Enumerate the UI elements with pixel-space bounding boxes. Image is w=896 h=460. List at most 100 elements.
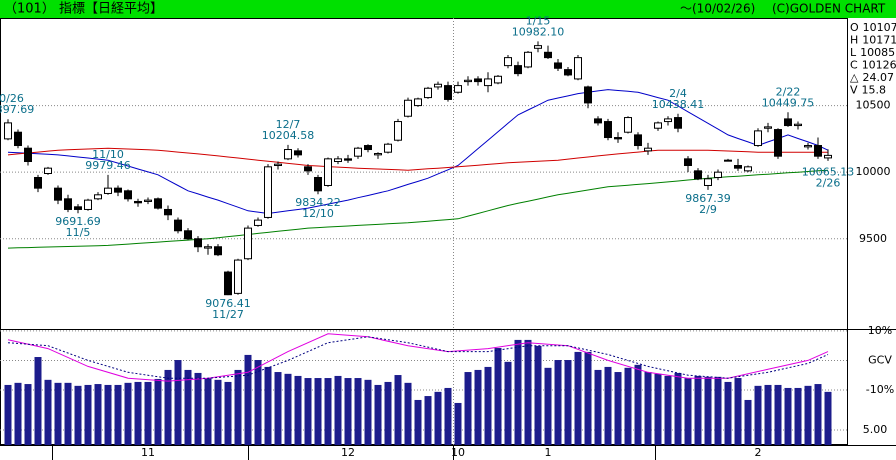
candle-body bbox=[704, 178, 712, 186]
candle-body bbox=[104, 187, 112, 194]
candle-body bbox=[134, 200, 142, 204]
header-bar bbox=[0, 0, 896, 18]
candle-body bbox=[784, 118, 792, 127]
bar bbox=[104, 384, 112, 445]
bar bbox=[444, 387, 452, 445]
candle-body bbox=[534, 45, 542, 49]
candle-body bbox=[694, 170, 702, 180]
bar bbox=[464, 372, 472, 445]
bar bbox=[674, 372, 682, 445]
bar bbox=[264, 366, 272, 445]
candle-body bbox=[554, 62, 562, 69]
bar bbox=[504, 361, 512, 445]
bar bbox=[214, 379, 222, 445]
bar bbox=[184, 369, 192, 445]
bar bbox=[454, 402, 462, 445]
annotation-price: 10982.10 bbox=[512, 25, 565, 38]
bar bbox=[654, 373, 662, 445]
bar bbox=[764, 384, 772, 445]
candle-body bbox=[824, 154, 832, 159]
bar bbox=[604, 366, 612, 445]
info-text: L 10085 bbox=[850, 46, 895, 59]
candle-body bbox=[244, 227, 252, 260]
candle-body bbox=[734, 165, 742, 169]
bar bbox=[124, 382, 132, 445]
candle-body bbox=[204, 246, 212, 249]
annotation-date: 1/15 bbox=[526, 14, 551, 27]
info-label: △ bbox=[850, 71, 859, 84]
header-title: （101） 指標【日経平均】 bbox=[4, 2, 163, 17]
candle-body bbox=[414, 98, 422, 107]
annotation-price: 9691.69 bbox=[55, 215, 101, 228]
bar bbox=[554, 360, 562, 445]
bar bbox=[324, 378, 332, 445]
bar bbox=[804, 385, 812, 445]
annotation-price: 9076.41 bbox=[205, 297, 251, 310]
candle-body bbox=[184, 230, 192, 240]
y2-tick-label: 5.00 bbox=[863, 423, 888, 436]
candle-body bbox=[454, 85, 462, 93]
bar bbox=[74, 385, 82, 445]
candle-body bbox=[384, 143, 392, 153]
candle-body bbox=[584, 86, 592, 104]
bar bbox=[384, 381, 392, 445]
candle-body bbox=[224, 271, 232, 296]
info-text: H 10171 bbox=[850, 34, 896, 47]
candle-body bbox=[714, 171, 722, 178]
candle-body bbox=[484, 78, 492, 87]
info-label: O bbox=[850, 21, 859, 34]
bar bbox=[274, 372, 282, 445]
info-text: V 15.8 bbox=[850, 84, 886, 97]
bar bbox=[174, 360, 182, 445]
candle-body bbox=[284, 149, 292, 160]
candle-body bbox=[724, 159, 732, 162]
moving-average bbox=[7, 89, 829, 215]
annotation-date: 12/10 bbox=[302, 207, 334, 220]
annotation-date: 11/5 bbox=[66, 226, 91, 239]
info-label: L bbox=[850, 46, 857, 59]
candle-body bbox=[24, 147, 32, 163]
y-tick-label: 10000 bbox=[856, 165, 891, 178]
candle-body bbox=[314, 176, 322, 192]
bar bbox=[564, 360, 572, 445]
bar bbox=[314, 378, 322, 445]
candle-body bbox=[604, 121, 612, 139]
bar bbox=[574, 351, 582, 445]
bar bbox=[4, 384, 12, 445]
y-tick-label: 10500 bbox=[856, 99, 891, 112]
info-label: V bbox=[850, 84, 858, 97]
bar bbox=[734, 378, 742, 445]
bar bbox=[334, 375, 342, 445]
annotation-price: 10449.75 bbox=[762, 96, 815, 109]
candle-body bbox=[274, 163, 282, 167]
bar bbox=[474, 369, 482, 445]
bar bbox=[624, 367, 632, 445]
annotation-price: 10065.13 bbox=[802, 165, 855, 178]
candle-body bbox=[794, 123, 802, 127]
bar bbox=[364, 379, 372, 445]
candle-body bbox=[64, 198, 72, 210]
y-tick-label: 9500 bbox=[859, 232, 887, 245]
candle-body bbox=[504, 57, 512, 67]
y-tick-label: -10% bbox=[866, 383, 894, 396]
candle-body bbox=[544, 51, 552, 59]
candle-body bbox=[154, 198, 162, 209]
bar bbox=[394, 375, 402, 445]
info-value: 10107 bbox=[863, 21, 896, 34]
bar bbox=[194, 372, 202, 445]
candle-body bbox=[684, 158, 692, 167]
info-value: 10171 bbox=[862, 34, 896, 47]
bar bbox=[484, 366, 492, 445]
candle-body bbox=[574, 57, 582, 80]
bar bbox=[774, 384, 782, 445]
oscillator-line bbox=[7, 336, 829, 379]
candle-body bbox=[394, 121, 402, 141]
annotation-date: 10/26 bbox=[0, 92, 24, 105]
bar bbox=[354, 378, 362, 445]
bar bbox=[634, 364, 642, 445]
bar bbox=[584, 351, 592, 445]
info-text: △ 24.07 bbox=[850, 71, 894, 84]
bar bbox=[534, 345, 542, 445]
candle-body bbox=[144, 199, 152, 202]
candle-body bbox=[594, 118, 602, 124]
